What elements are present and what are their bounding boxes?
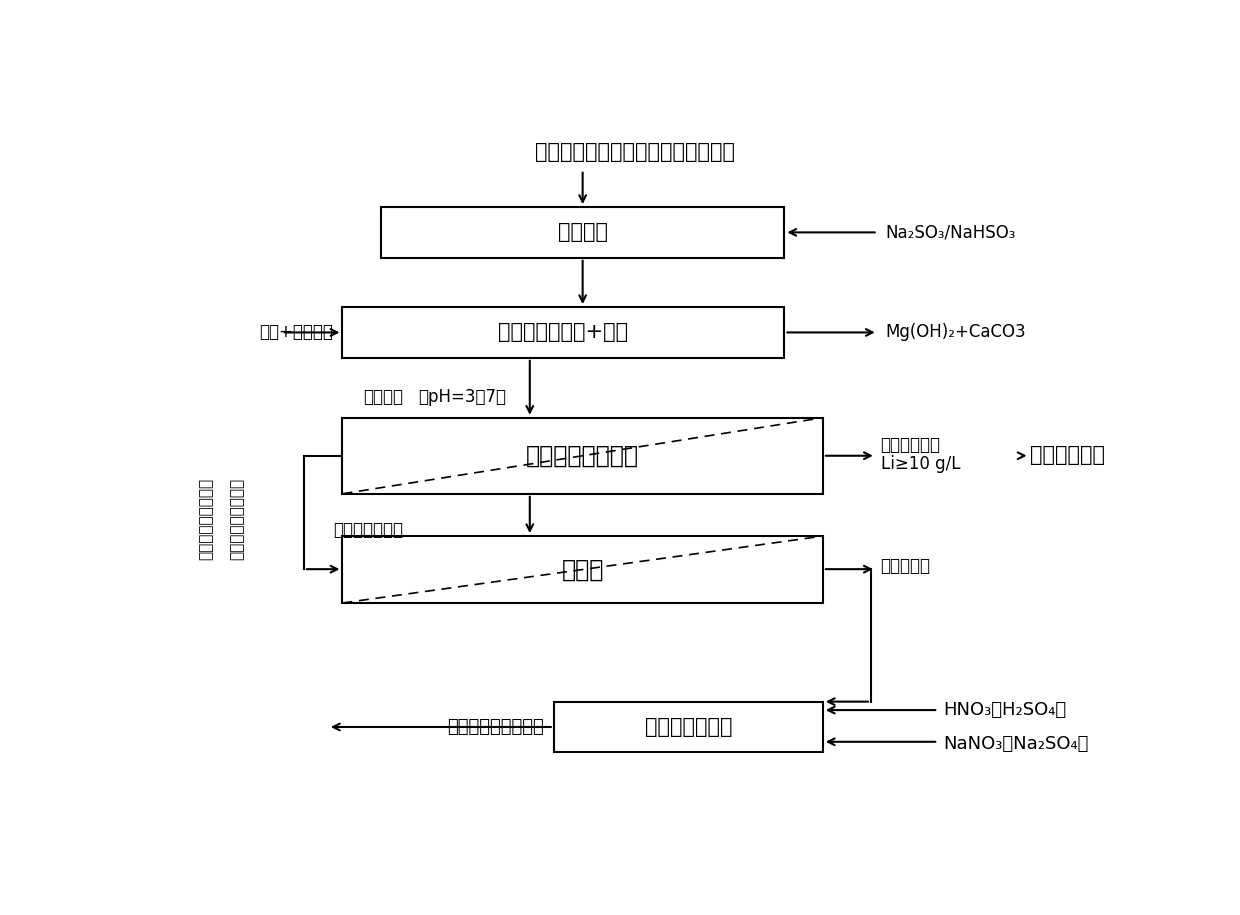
Text: 返回电渗析提锂工段: 返回电渗析提锂工段	[448, 718, 544, 736]
Text: HNO₃（H₂SO₄）: HNO₃（H₂SO₄）	[942, 701, 1066, 719]
Text: 并入电渗析脱盐原液: 并入电渗析脱盐原液	[198, 478, 213, 559]
Text: 脱盐原液: 脱盐原液	[363, 388, 403, 406]
Text: 来自电渗析提锂工段的电极液排放液: 来自电渗析提锂工段的电极液排放液	[536, 142, 735, 162]
Text: 主段浓缩产水: 主段浓缩产水	[880, 436, 941, 454]
Text: 反渗透产水: 反渗透产水	[880, 557, 930, 576]
Text: 反渗透: 反渗透	[562, 557, 604, 582]
Text: 电渗析浓缩富集锂: 电渗析浓缩富集锂	[526, 444, 639, 468]
Bar	[381, 207, 785, 258]
Text: NaNO₃（Na₂SO₄）: NaNO₃（Na₂SO₄）	[942, 735, 1089, 753]
Text: 去制备碳酸锂: 去制备碳酸锂	[1029, 445, 1105, 465]
Text: 反渗透浓缩产水返回: 反渗透浓缩产水返回	[229, 478, 244, 559]
Text: 配制电极液进水: 配制电极液进水	[645, 717, 732, 737]
Bar	[342, 417, 823, 494]
Text: 去除余氯: 去除余氯	[558, 222, 608, 242]
Bar	[342, 536, 823, 603]
Text: Na₂SO₃/NaHSO₃: Na₂SO₃/NaHSO₃	[885, 223, 1016, 242]
Text: Mg(OH)₂+CaCO3: Mg(OH)₂+CaCO3	[885, 323, 1025, 341]
Text: 电渗析脱盐产水: 电渗析脱盐产水	[332, 521, 403, 539]
Bar	[554, 702, 823, 752]
Text: 纯碱+烧碱溶液: 纯碱+烧碱溶液	[259, 323, 332, 341]
Text: 加碱过滤除钙镁+调酸: 加碱过滤除钙镁+调酸	[498, 322, 629, 342]
Text: （pH=3～7）: （pH=3～7）	[418, 388, 506, 406]
Bar	[342, 307, 785, 358]
Text: Li≥10 g/L: Li≥10 g/L	[880, 455, 960, 473]
